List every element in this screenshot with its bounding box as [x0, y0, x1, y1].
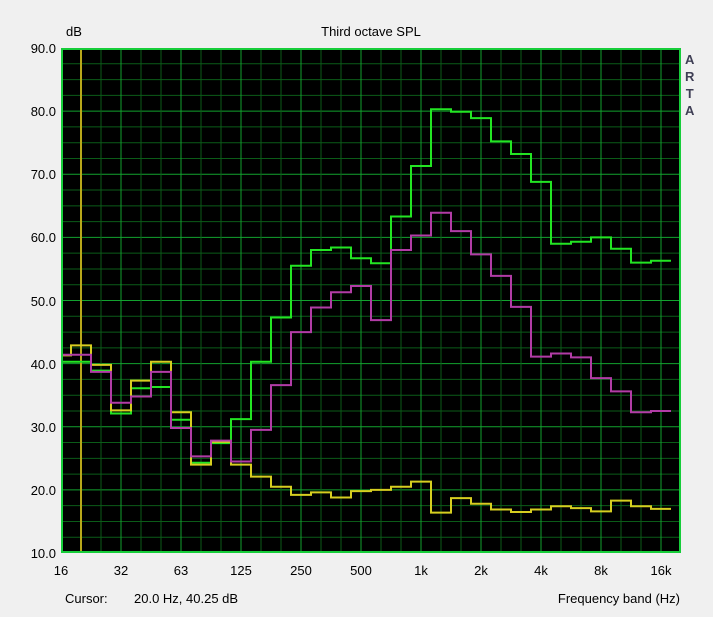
y-tick-label: 50.0 — [30, 293, 56, 309]
y-tick-label: 70.0 — [30, 167, 56, 183]
spl-plot-area[interactable] — [61, 48, 681, 553]
watermark-letter: A — [685, 52, 695, 67]
x-tick-label: 4k — [534, 563, 548, 578]
y-tick-label: 20.0 — [30, 482, 56, 498]
x-tick-label: 32 — [113, 563, 129, 578]
x-tick-label: 8k — [594, 563, 608, 578]
x-tick-label: 1k — [414, 563, 428, 578]
x-axis-title: Frequency band (Hz) — [557, 591, 680, 606]
x-tick-label: 16k — [650, 563, 672, 578]
watermark-letter: R — [685, 69, 695, 84]
x-tick-label: 125 — [230, 563, 252, 578]
x-tick-label: 500 — [350, 563, 372, 578]
y-tick-label: 10.0 — [30, 546, 56, 561]
y-tick-label: 60.0 — [30, 230, 56, 246]
cursor-status-readout: 20.0 Hz, 40.25 dB — [134, 591, 239, 606]
y-tick-label: 80.0 — [30, 104, 56, 120]
watermark-letter: A — [685, 103, 695, 118]
yellow-curve — [61, 344, 671, 514]
x-tick-label: 250 — [290, 563, 312, 578]
x-tick-label: 2k — [474, 563, 488, 578]
watermark-letter: T — [685, 86, 694, 101]
y-axis-unit-label: dB — [66, 24, 82, 39]
y-tick-label: 30.0 — [30, 419, 56, 435]
plot-border — [61, 48, 681, 553]
chart-title: Third octave SPL — [321, 24, 421, 39]
magenta-curve — [61, 211, 671, 463]
cursor-status-label: Cursor: — [65, 591, 108, 606]
x-tick-label: 63 — [173, 563, 189, 578]
y-tick-label: 90.0 — [30, 41, 56, 56]
y-tick-label: 40.0 — [30, 356, 56, 372]
x-tick-label: 16 — [53, 563, 69, 578]
